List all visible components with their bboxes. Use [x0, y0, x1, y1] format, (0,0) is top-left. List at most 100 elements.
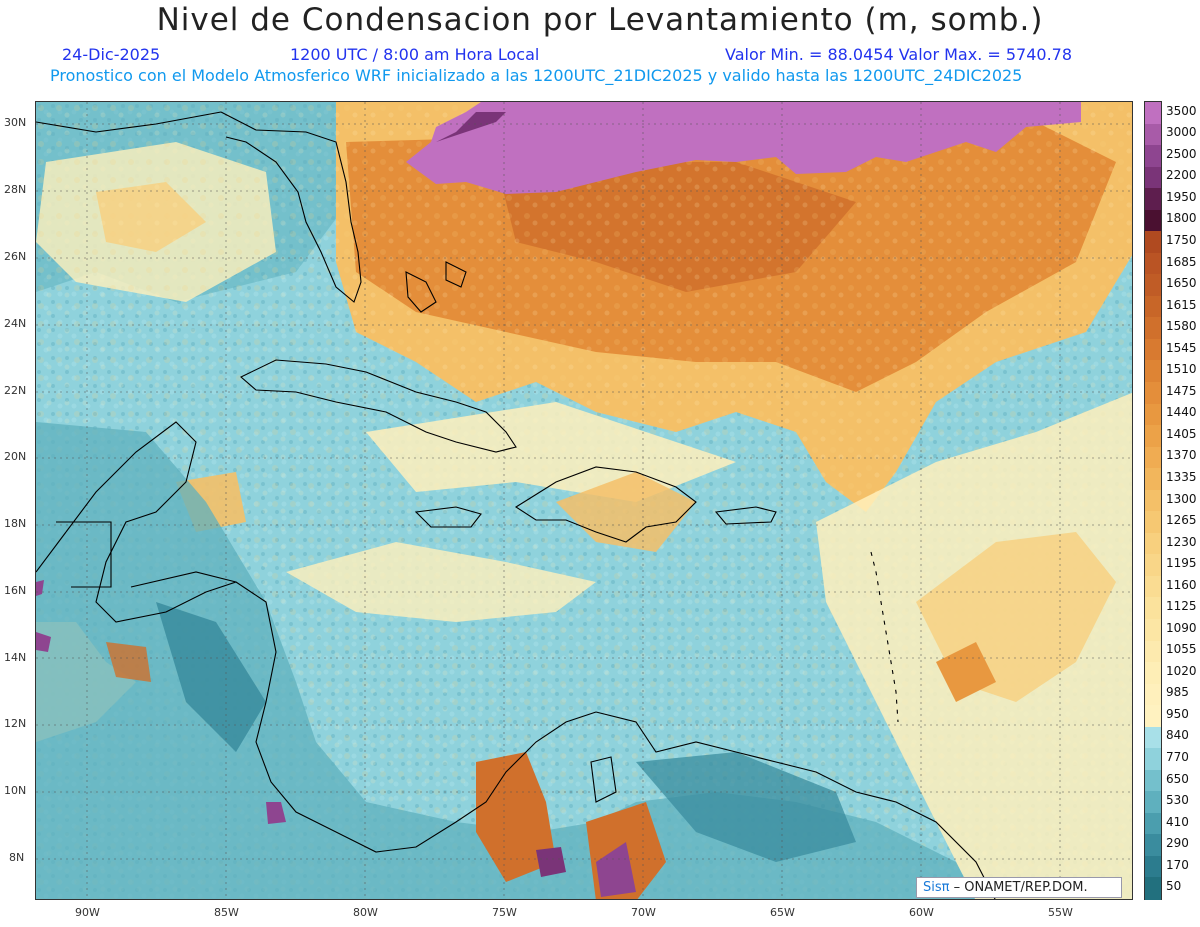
colorbar-label: 2200 — [1166, 168, 1197, 183]
colorbar-label: 1545 — [1166, 340, 1197, 355]
colorbar-label: 410 — [1166, 814, 1189, 829]
central-america-coast — [65, 421, 597, 853]
mexico-west-coast — [36, 531, 67, 573]
colorbar-segment — [1145, 618, 1161, 642]
colorbar-label: 3500 — [1166, 103, 1197, 118]
colorbar-label: 1335 — [1166, 469, 1197, 484]
colorbar-segment — [1145, 295, 1161, 318]
lcl-field-map — [36, 102, 1132, 899]
lat-label: 10N — [4, 784, 27, 797]
colorbar-label: 1685 — [1166, 254, 1197, 269]
colorbar-label: 1125 — [1166, 599, 1197, 614]
coastlines — [36, 111, 996, 899]
colorbar-segment — [1145, 726, 1161, 749]
jamaica-coast — [414, 506, 482, 528]
colorbar-segment — [1145, 511, 1161, 534]
colorbar-segment — [1145, 274, 1161, 297]
colorbar-segment — [1145, 575, 1161, 599]
colorbar-segment — [1145, 791, 1161, 814]
colorbar-label: 650 — [1166, 771, 1189, 786]
colorbar-segment — [1145, 532, 1161, 555]
colombia-orange-1 — [476, 752, 556, 882]
colorbar-label: 1160 — [1166, 577, 1197, 592]
bahamas-2 — [445, 261, 467, 288]
colorbar-label: 1230 — [1166, 534, 1197, 549]
colorbar-segment — [1145, 145, 1161, 168]
lat-label: 20N — [4, 450, 27, 463]
lat-label: 16N — [4, 584, 27, 597]
colorbar — [1144, 101, 1162, 900]
colorbar-label: 840 — [1166, 728, 1189, 743]
colorbar-label: 985 — [1166, 685, 1189, 700]
colorbar-segment — [1145, 360, 1161, 383]
colorbar-label: 1370 — [1166, 448, 1197, 463]
map-panel — [35, 101, 1133, 900]
colorbar-segment — [1145, 683, 1161, 706]
credit-text: – ONAMET/REP.DOM. — [949, 880, 1088, 895]
lon-label: 80W — [353, 906, 378, 919]
hispaniola-coast — [514, 466, 697, 543]
el-salvador-purple — [36, 632, 51, 652]
lesser-antilles — [870, 551, 899, 723]
colorbar-label: 1300 — [1166, 491, 1197, 506]
colorbar-segment — [1145, 166, 1161, 189]
colorbar-segment — [1145, 597, 1161, 620]
colorbar-segment — [1145, 123, 1161, 146]
purple-core — [436, 112, 506, 142]
colorbar-label: 1020 — [1166, 663, 1197, 678]
colorbar-segment — [1145, 855, 1161, 879]
purple-high-lcl — [406, 102, 1081, 194]
valid-time: 1200 UTC / 8:00 am Hora Local — [290, 45, 540, 64]
lat-label: 24N — [4, 317, 27, 330]
east-orange-spot — [936, 642, 996, 702]
graticule — [36, 102, 1132, 899]
bahamas-1 — [405, 271, 437, 313]
colorbar-segment — [1145, 102, 1161, 125]
colorbar-label: 1195 — [1166, 556, 1197, 571]
colorbar-label: 1440 — [1166, 405, 1197, 420]
lon-label: 75W — [492, 906, 517, 919]
venezuela-deep-teal — [636, 752, 856, 862]
lon-label: 65W — [770, 906, 795, 919]
lat-label: 12N — [4, 717, 27, 730]
lat-label: 28N — [4, 183, 27, 196]
colorbar-segment — [1145, 769, 1161, 792]
colorbar-segment — [1145, 812, 1161, 835]
lake-maracaibo — [590, 756, 617, 803]
colorbar-segment — [1145, 231, 1161, 254]
colorbar-label: 2500 — [1166, 146, 1197, 161]
puerto-rico-coast — [714, 506, 777, 525]
colorbar-label: 3000 — [1166, 125, 1197, 140]
colorbar-label: 1650 — [1166, 276, 1197, 291]
lon-label: 70W — [631, 906, 656, 919]
lat-label: 30N — [4, 116, 27, 129]
sispi-logo: Sisπ — [923, 880, 950, 895]
colorbar-label: 1265 — [1166, 513, 1197, 528]
colorbar-segment — [1145, 446, 1161, 469]
nicaragua-orange — [106, 642, 151, 682]
lon-label: 60W — [909, 906, 934, 919]
colorbar-label: 1950 — [1166, 189, 1197, 204]
caribbean-yellow-2 — [286, 542, 596, 622]
belize-border — [56, 521, 112, 588]
costa-rica-purple — [266, 802, 286, 824]
colorbar-segment — [1145, 489, 1161, 512]
colorbar-label: 290 — [1166, 836, 1189, 851]
colorbar-label: 1055 — [1166, 642, 1197, 657]
lat-label: 22N — [4, 384, 27, 397]
colorbar-segment — [1145, 317, 1161, 340]
lat-label: 14N — [4, 651, 27, 664]
colorbar-segment — [1145, 877, 1161, 900]
colorbar-segment — [1145, 834, 1161, 857]
colorbar-segment — [1145, 554, 1161, 577]
colorbar-segment — [1145, 705, 1161, 728]
honduras-border — [130, 571, 237, 588]
lat-label: 8N — [9, 851, 25, 864]
colorbar-label: 1090 — [1166, 620, 1197, 635]
colorbar-segment — [1145, 252, 1161, 275]
colorbar-label: 1750 — [1166, 233, 1197, 247]
colorbar-label: 1475 — [1166, 383, 1197, 398]
south-america-coast — [595, 711, 996, 899]
florida-coast — [220, 111, 362, 303]
cuba-coast — [240, 359, 517, 453]
